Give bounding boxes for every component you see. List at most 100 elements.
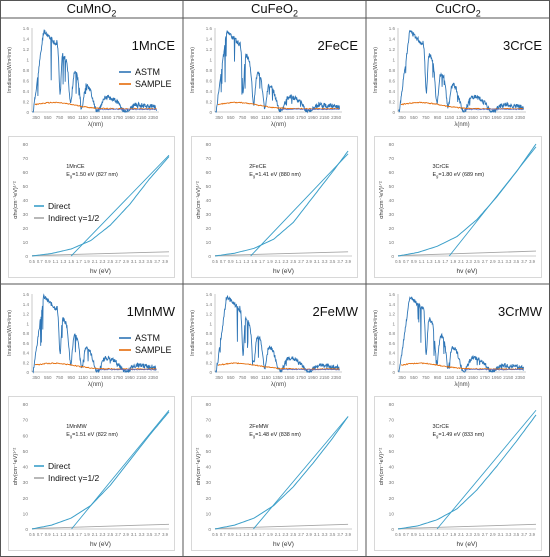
y-tick-label: 0: [209, 110, 212, 115]
x-tick-label: 2.7: [115, 532, 121, 537]
x-tick-label: 1750: [113, 115, 124, 120]
y-tick-label: 30: [389, 480, 395, 486]
x-tick-label: 2.7: [482, 532, 488, 537]
x-tick-label: 3.5: [330, 259, 336, 264]
y-tick-label: 0: [25, 527, 28, 533]
x-tick-label: 2.1: [275, 259, 281, 264]
y-tick-label: 10: [389, 240, 395, 246]
sample-name-annotation: 2FeCE: [249, 164, 266, 170]
y-axis-label: Irradiance(W/m²/nm): [7, 310, 13, 356]
x-tick-label: 1350: [90, 375, 101, 380]
x-tick-label: 3.5: [513, 532, 519, 537]
y-tick-label: 1: [26, 58, 29, 63]
sample-series-line: [400, 101, 524, 110]
x-tick-label: 1.9: [267, 259, 273, 264]
x-tick-label: 2.3: [100, 259, 106, 264]
x-tick-label: 1350: [456, 375, 467, 380]
astm-series-line: [398, 29, 524, 114]
y-tick-label: 20: [206, 226, 212, 232]
x-axis-label: hv (eV): [90, 268, 111, 275]
direct-series-curve: [397, 414, 537, 530]
tauc-chart-3CrCE: 0 10 20 30 40 50 60 70 80 0.5 0.7 0.9 1.1 1.3 1.5 1.7 1.…: [374, 396, 542, 551]
x-tick-label: 1.9: [450, 259, 456, 264]
y-tick-label: 0.2: [389, 360, 396, 365]
y-tick-label: 20: [389, 496, 395, 502]
direct-series-curve: [31, 411, 170, 530]
y-tick-label: 0: [208, 527, 211, 533]
x-tick-label: 2150: [136, 375, 147, 380]
x-axis-label: λ(nm): [271, 122, 286, 128]
x-tick-label: 2.3: [100, 532, 106, 537]
indirect-series-line: [31, 251, 170, 257]
x-tick-label: 1550: [468, 375, 479, 380]
sample-series-line: [217, 101, 340, 111]
x-axis-label: hv (eV): [273, 541, 294, 548]
x-tick-label: 350: [215, 375, 223, 380]
x-axis-label: hv (eV): [90, 541, 111, 548]
sample-label: 1MnMW: [127, 304, 176, 319]
tangent-line: [436, 409, 537, 530]
tangent-line: [448, 146, 537, 257]
x-tick-label: 0.5: [395, 259, 401, 264]
x-tick-label: 1350: [90, 115, 101, 120]
x-tick-label: 3.9: [345, 259, 351, 264]
x-tick-label: 550: [227, 375, 235, 380]
y-axis-label: Irradiance(W/m²/nm): [190, 47, 196, 93]
x-tick-label: 1950: [491, 375, 502, 380]
x-tick-label: 3.9: [162, 532, 168, 537]
y-tick-label: 0.6: [23, 341, 30, 346]
sample-tail-line: [97, 368, 157, 371]
x-tick-label: 750: [422, 115, 430, 120]
band-gap-annotation: Eg=1.48 eV (838 nm): [249, 432, 301, 439]
y-tick-label: 80: [23, 402, 29, 408]
x-tick-label: 1950: [308, 115, 319, 120]
y-tick-label: 1.2: [389, 312, 396, 317]
y-tick-label: 60: [389, 170, 395, 176]
x-tick-label: 2.3: [466, 259, 472, 264]
x-tick-label: 2350: [515, 115, 526, 120]
y-tick-label: 0: [392, 370, 395, 375]
x-tick-label: 2.7: [482, 259, 488, 264]
x-tick-label: 2.9: [490, 532, 496, 537]
x-tick-label: 3.9: [162, 259, 168, 264]
y-tick-label: 0.4: [206, 351, 213, 356]
x-tick-label: 1.3: [427, 532, 433, 537]
y-tick-label: 0.4: [389, 89, 396, 94]
x-tick-label: 950: [250, 115, 258, 120]
plot-frame: [374, 396, 542, 551]
x-tick-label: 2150: [503, 115, 514, 120]
x-tick-label: 550: [44, 375, 52, 380]
x-tick-label: 0.7: [403, 259, 409, 264]
x-tick-label: 3.1: [131, 259, 137, 264]
x-tick-label: 2.5: [107, 532, 113, 537]
x-tick-label: 2.3: [283, 259, 289, 264]
y-tick-label: 30: [23, 212, 29, 218]
legend-sample-label: SAMPLE: [135, 79, 172, 89]
y-tick-label: 40: [389, 198, 395, 204]
x-tick-label: 0.9: [411, 259, 417, 264]
x-axis-label: λ(nm): [271, 382, 286, 388]
x-tick-label: 350: [215, 115, 223, 120]
x-tick-label: 3.9: [529, 532, 535, 537]
x-tick-label: 350: [398, 375, 406, 380]
x-tick-label: 0.5: [29, 532, 35, 537]
x-tick-label: 750: [56, 115, 64, 120]
y-tick-label: 1.2: [23, 47, 30, 52]
sample-label: 2FeMW: [313, 304, 359, 319]
y-tick-label: 40: [206, 465, 212, 471]
x-tick-label: 1950: [308, 375, 319, 380]
x-tick-label: 1150: [444, 375, 454, 380]
y-tick-label: 80: [206, 142, 212, 148]
x-axis-label: hv (eV): [457, 541, 478, 548]
x-tick-label: 1.1: [419, 259, 425, 264]
x-tick-label: 0.9: [228, 259, 234, 264]
y-axis-label: αhv(cm⁻¹eV)¹ᐟ²: [12, 448, 19, 486]
sample-series-line: [34, 362, 157, 371]
x-tick-label: 0.7: [220, 259, 226, 264]
x-tick-label: 2.1: [92, 532, 98, 537]
y-tick-label: 0.8: [23, 68, 30, 73]
y-tick-label: 0: [208, 254, 211, 260]
